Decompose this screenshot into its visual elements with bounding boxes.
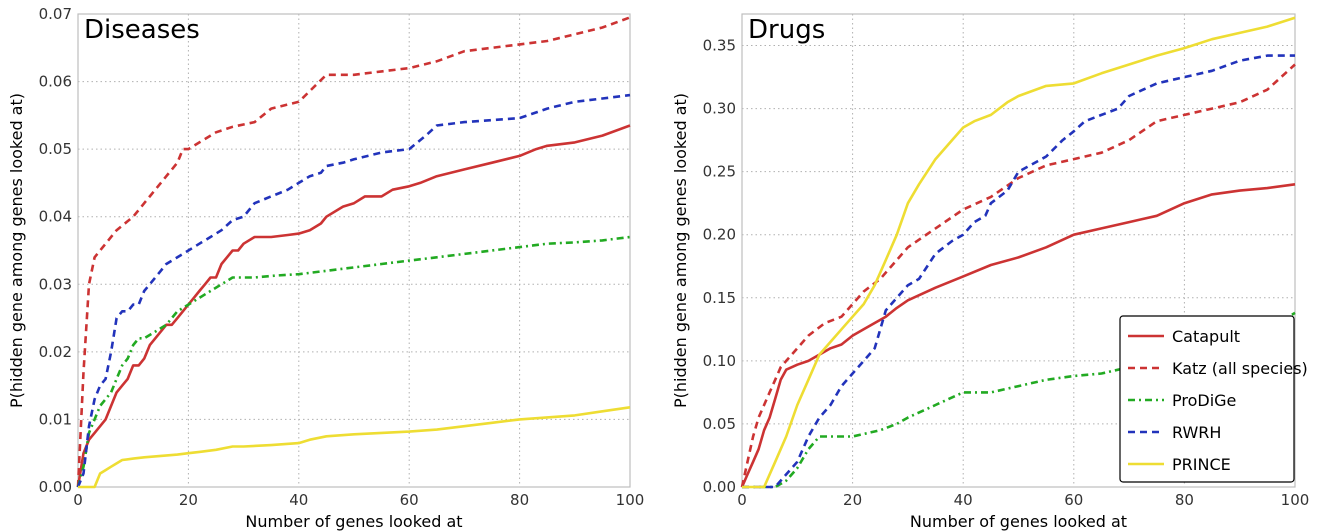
drugs-x-tick-label: 100 xyxy=(1281,491,1310,509)
diseases-x-tick-label: 80 xyxy=(510,491,529,509)
drugs-series-catapult xyxy=(740,183,1296,488)
drugs-y-tick-label: 0.20 xyxy=(703,226,736,244)
diseases-plot-frame xyxy=(77,13,631,488)
diseases-series-rwrh xyxy=(76,93,631,488)
diseases-series-prince xyxy=(78,406,631,489)
diseases-x-tick-label: 40 xyxy=(289,491,308,509)
drugs-plot-frame xyxy=(741,13,1296,488)
drugs-y-tick-label: 0.00 xyxy=(703,478,736,496)
legend-entry: Catapult xyxy=(1172,327,1240,346)
drugs-series-prince xyxy=(742,16,1296,489)
legend-entry: RWRH xyxy=(1172,423,1221,442)
diseases-series-katz-all-species xyxy=(76,16,631,488)
diseases-y-tick-label: 0.07 xyxy=(39,5,72,23)
diseases-series-prodige xyxy=(76,235,631,488)
diseases-title: Diseases xyxy=(84,15,200,45)
drugs-x-tick-label: 80 xyxy=(1175,491,1194,509)
diseases-y-tick-label: 0.06 xyxy=(39,73,72,91)
legend-entry: ProDiGe xyxy=(1172,391,1236,410)
drugs-y-axis-label: P(hidden gene among genes looked at) xyxy=(671,93,690,408)
legend: Catapult Katz (all species) ProDiGe RWRH PRI… xyxy=(1119,315,1308,483)
legend-entry: Katz (all species) xyxy=(1172,359,1308,378)
drugs-y-tick-label: 0.25 xyxy=(703,163,736,181)
diseases-panel: 0 20 40 60 80 100 0.00 0.01 0.02 0.03 0.04 0.05 0.06… xyxy=(7,5,644,531)
diseases-y-tick-label: 0.02 xyxy=(39,343,72,361)
diseases-y-tick-label: 0.00 xyxy=(39,478,72,496)
diseases-y-tick-label: 0.01 xyxy=(39,410,72,428)
diseases-y-axis-label: P(hidden gene among genes looked at) xyxy=(7,93,26,408)
diseases-y-tick-label: 0.03 xyxy=(39,275,72,293)
drugs-x-tick-label: 20 xyxy=(843,491,862,509)
diseases-x-tick-label: 100 xyxy=(616,491,645,509)
diseases-y-tick-label: 0.05 xyxy=(39,140,72,158)
legend-entry: PRINCE xyxy=(1172,455,1231,474)
drugs-series-rwrh xyxy=(742,54,1295,489)
drugs-y-tick-label: 0.15 xyxy=(703,289,736,307)
drugs-x-tick-label: 0 xyxy=(737,491,747,509)
drugs-panel: 0 20 40 60 80 100 0.00 0.05 0.10 0.15 0.20 0.25 0.30… xyxy=(671,13,1310,531)
drugs-x-tick-label: 60 xyxy=(1064,491,1083,509)
drugs-x-axis-label: Number of genes looked at xyxy=(910,512,1127,531)
diseases-x-tick-label: 60 xyxy=(400,491,419,509)
drugs-y-tick-label: 0.30 xyxy=(703,100,736,118)
legend-box xyxy=(1119,315,1295,483)
diseases-x-tick-label: 0 xyxy=(73,491,83,509)
diseases-x-axis-label: Number of genes looked at xyxy=(245,512,462,531)
diseases-x-tick-label: 20 xyxy=(179,491,198,509)
drugs-y-tick-label: 0.05 xyxy=(703,415,736,433)
drugs-y-tick-label: 0.10 xyxy=(703,352,736,370)
drugs-series-katz-all-species xyxy=(740,63,1296,488)
drugs-y-tick-label: 0.35 xyxy=(703,37,736,55)
drugs-title: Drugs xyxy=(748,15,825,45)
drugs-x-tick-label: 40 xyxy=(954,491,973,509)
diseases-series-catapult xyxy=(76,124,631,488)
diseases-y-tick-label: 0.04 xyxy=(39,208,72,226)
